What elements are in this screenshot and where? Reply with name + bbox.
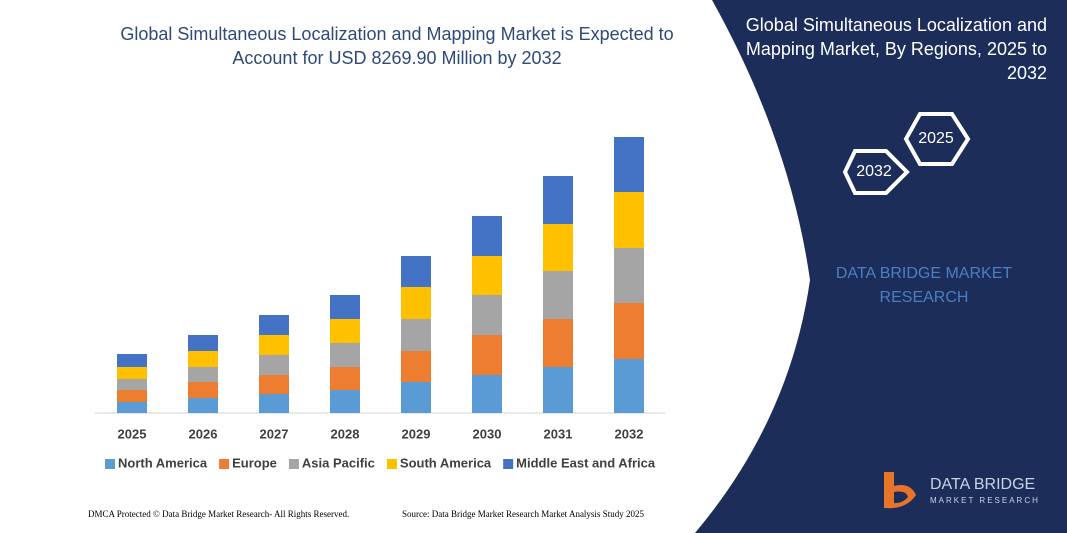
- footer-left: DMCA Protected © Data Bridge Market Rese…: [88, 509, 350, 519]
- legend-swatch: [219, 459, 230, 469]
- footer-right: Source: Data Bridge Market Research Mark…: [402, 509, 644, 519]
- bar-segment: [188, 382, 218, 398]
- legend-label: South America: [400, 455, 492, 470]
- bar-segment: [401, 319, 431, 351]
- bar-segment: [259, 315, 289, 335]
- hexagon: [842, 149, 910, 195]
- bar-segment: [543, 367, 573, 413]
- bar-segment: [259, 394, 289, 413]
- bar-segment: [614, 192, 644, 248]
- panel-brand: DATA BRIDGE MARKET RESEARCH: [835, 265, 1013, 306]
- bar-segment: [472, 375, 502, 413]
- bar-segment: [117, 390, 147, 402]
- bar-segment: [614, 359, 644, 413]
- bar-segment: [188, 367, 218, 382]
- hex-label: 2032: [856, 163, 892, 180]
- bar-segment: [117, 367, 147, 379]
- x-tick-label: 2028: [331, 426, 360, 441]
- bar-segment: [543, 319, 573, 367]
- bar-segment: [330, 390, 360, 413]
- bar-segment: [401, 351, 431, 382]
- bar-segment: [259, 355, 289, 375]
- chart-title: Global Simultaneous Localization and Map…: [120, 24, 674, 68]
- bar-segment: [614, 303, 644, 359]
- bar-segment: [543, 271, 573, 319]
- x-tick-label: 2026: [189, 426, 218, 441]
- x-tick-label: 2029: [402, 426, 431, 441]
- hexagon: [903, 112, 971, 166]
- legend-label: North America: [118, 455, 208, 470]
- x-tick-label: 2030: [473, 426, 502, 441]
- bar-segment: [472, 216, 502, 256]
- legend-swatch: [105, 459, 115, 469]
- bar-segment: [330, 367, 360, 390]
- logo-name: DATA BRIDGE: [930, 476, 1035, 493]
- panel-title: Global Simultaneous Localization and Map…: [745, 15, 1047, 83]
- side-panel-bg: [695, 0, 1067, 533]
- bar-segment: [401, 287, 431, 319]
- bar-segment: [117, 379, 147, 390]
- bar-segment: [614, 137, 644, 192]
- bar-segment: [259, 335, 289, 355]
- bar-segment: [472, 256, 502, 295]
- legend-swatch: [288, 459, 299, 469]
- legend-label: Europe: [232, 455, 277, 470]
- x-tick-label: 2025: [118, 426, 147, 441]
- bar-segment: [117, 402, 147, 413]
- x-tick-label: 2031: [544, 426, 573, 441]
- bar-segment: [330, 319, 360, 343]
- legend-swatch: [503, 459, 514, 469]
- legend-label: Middle East and Africa: [516, 455, 656, 470]
- bar-segment: [614, 248, 644, 303]
- bar-segment: [259, 375, 289, 394]
- bar-segment: [401, 256, 431, 287]
- bar-segment: [330, 343, 360, 367]
- bar-segment: [188, 335, 218, 351]
- hex-label: 2025: [918, 130, 954, 147]
- logo-tagline: MARKET RESEARCH: [930, 496, 1040, 505]
- x-tick-label: 2027: [260, 426, 289, 441]
- bar-segment: [117, 354, 147, 367]
- bar-segment: [543, 224, 573, 271]
- bar-segment: [472, 335, 502, 375]
- legend-swatch: [386, 459, 397, 469]
- bar-segment: [543, 176, 573, 224]
- bar-segment: [330, 295, 360, 319]
- x-tick-label: 2032: [615, 426, 644, 441]
- logo-icon: [884, 472, 916, 509]
- bar-segment: [401, 382, 431, 413]
- bar-segment: [188, 351, 218, 367]
- bar-segment: [472, 295, 502, 335]
- bar-segment: [188, 398, 218, 413]
- legend-label: Asia Pacific: [302, 455, 375, 470]
